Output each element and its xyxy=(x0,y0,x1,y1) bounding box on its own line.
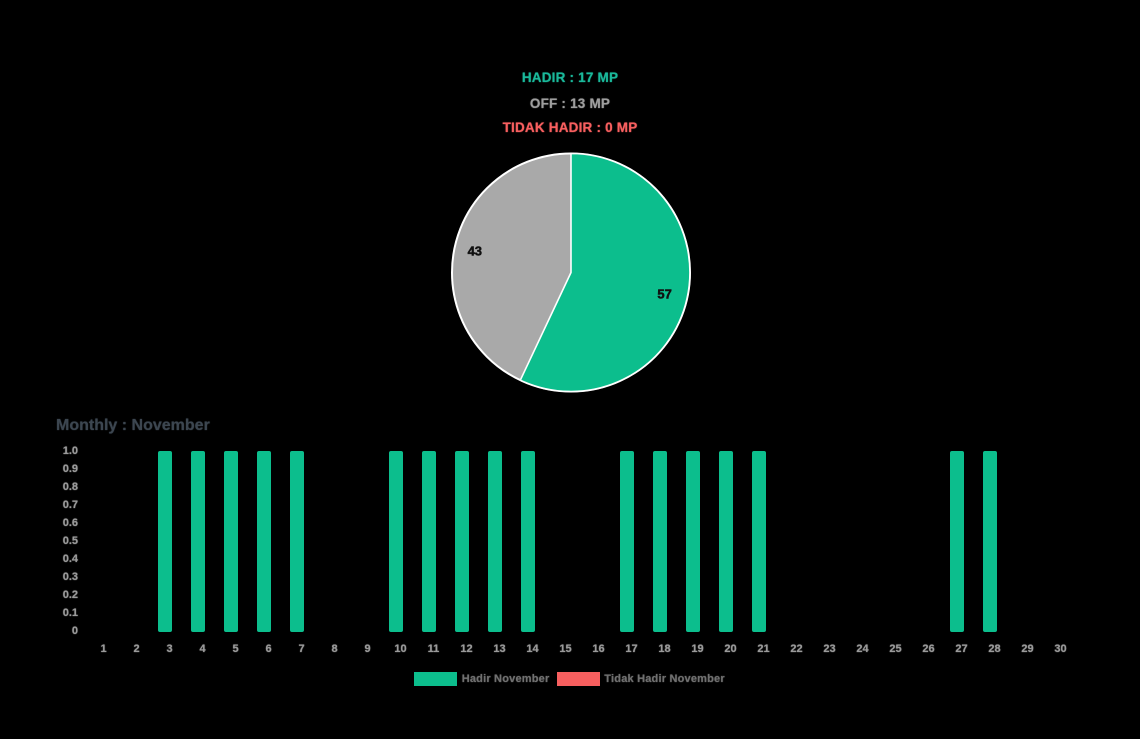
svg-text:57: 57 xyxy=(657,286,671,301)
svg-text:43: 43 xyxy=(468,244,482,259)
